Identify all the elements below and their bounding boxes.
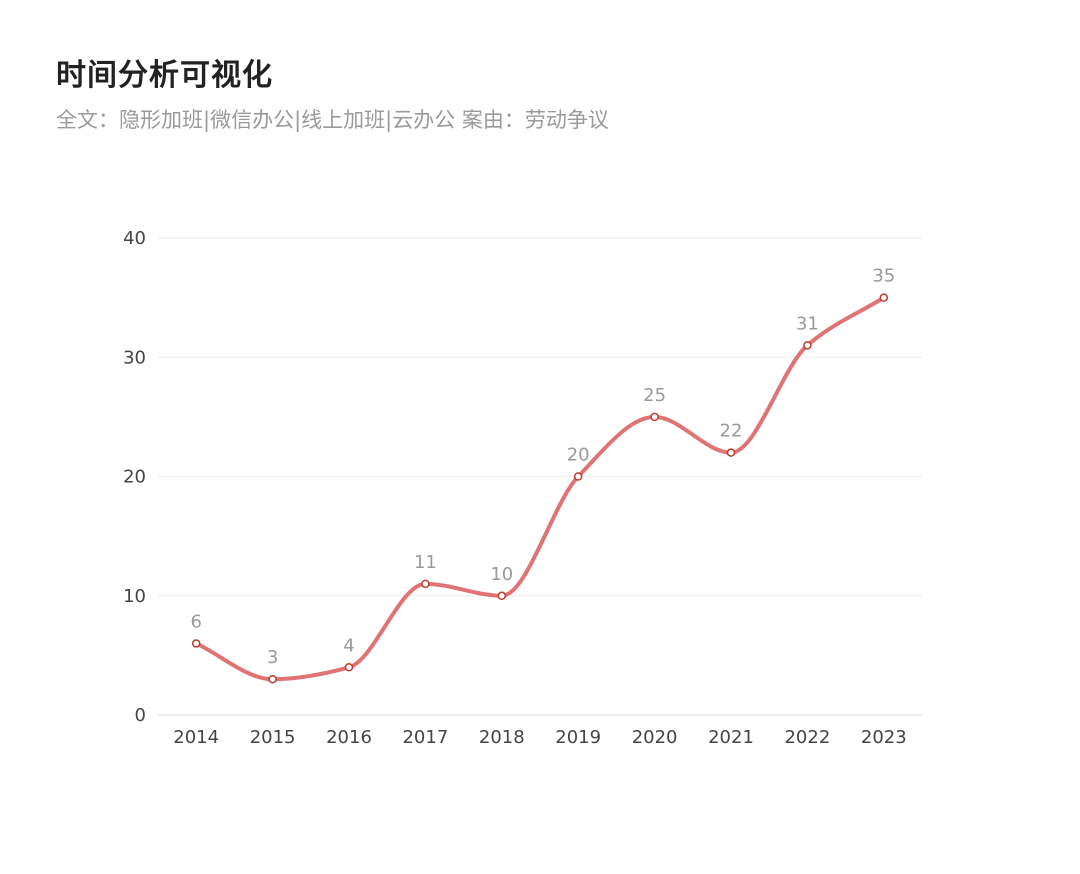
x-tick-label: 2017 <box>402 727 448 748</box>
data-label: 22 <box>720 421 743 442</box>
x-axis-tick-labels: 2014 2015 2016 2017 2018 2019 2020 2021 2022 2023 <box>173 727 906 748</box>
series-line <box>194 295 886 682</box>
data-point[interactable] <box>726 448 736 457</box>
x-tick-label: 2020 <box>632 727 678 748</box>
x-tick-label: 2015 <box>250 727 296 748</box>
data-label: 35 <box>872 266 895 287</box>
y-tick-label: 30 <box>123 347 146 368</box>
data-point[interactable] <box>344 663 354 672</box>
data-label: 20 <box>567 445 590 466</box>
x-tick-label: 2023 <box>861 727 907 748</box>
grid-lines <box>158 237 922 597</box>
data-points <box>191 293 889 684</box>
data-label: 11 <box>414 552 437 573</box>
data-point[interactable] <box>421 579 430 589</box>
data-labels: 6 3 4 11 10 20 25 22 31 35 <box>190 266 895 669</box>
data-label: 3 <box>267 647 278 668</box>
x-tick-label: 2016 <box>326 727 372 748</box>
x-tick-label: 2018 <box>479 727 525 748</box>
data-label: 4 <box>343 635 354 656</box>
x-tick-label: 2021 <box>708 727 754 748</box>
page-subtitle: 全文：隐形加班|微信办公|线上加班|云办公 案由：劳动争议 <box>56 108 609 132</box>
y-tick-label: 20 <box>123 467 146 488</box>
data-point[interactable] <box>573 472 583 481</box>
data-point[interactable] <box>650 412 659 422</box>
data-label: 31 <box>796 313 819 334</box>
data-point[interactable] <box>497 591 507 600</box>
data-label: 10 <box>490 564 513 585</box>
series-line-group <box>194 295 886 682</box>
page-title: 时间分析可视化 <box>56 58 273 93</box>
data-point[interactable] <box>268 674 277 684</box>
x-tick-label: 2019 <box>555 727 601 748</box>
y-tick-label: 10 <box>123 586 146 607</box>
data-point[interactable] <box>879 293 889 302</box>
y-tick-label: 0 <box>135 705 146 726</box>
y-axis-tick-labels: 0 10 20 30 40 <box>123 228 146 726</box>
data-label: 6 <box>190 611 201 632</box>
data-point[interactable] <box>191 639 201 648</box>
x-tick-label: 2022 <box>784 727 830 748</box>
x-tick-label: 2014 <box>173 727 219 748</box>
data-label: 25 <box>643 385 666 406</box>
data-point[interactable] <box>803 341 812 350</box>
y-tick-label: 40 <box>123 228 146 249</box>
